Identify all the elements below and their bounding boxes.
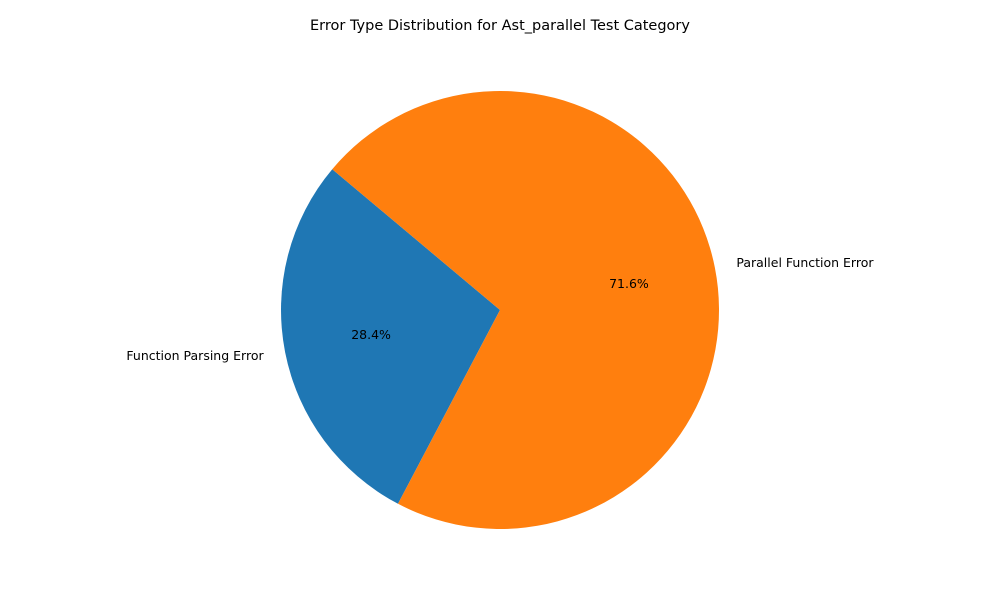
pie-labels: Function Parsing Error 28.4% Parallel Func…	[126, 255, 874, 363]
slice-label-1: Function Parsing Error	[126, 348, 264, 363]
pie-slice-2	[332, 90, 720, 529]
slice-percentage-2: 71.6%	[609, 276, 649, 291]
pie-slices	[281, 90, 720, 529]
pie-slice-1	[281, 169, 500, 504]
slice-label-2: Parallel Function Error	[736, 255, 874, 270]
slice-percentage-1: 28.4%	[351, 327, 391, 342]
chart-title: Error Type Distribution for Ast_parallel…	[310, 18, 690, 34]
